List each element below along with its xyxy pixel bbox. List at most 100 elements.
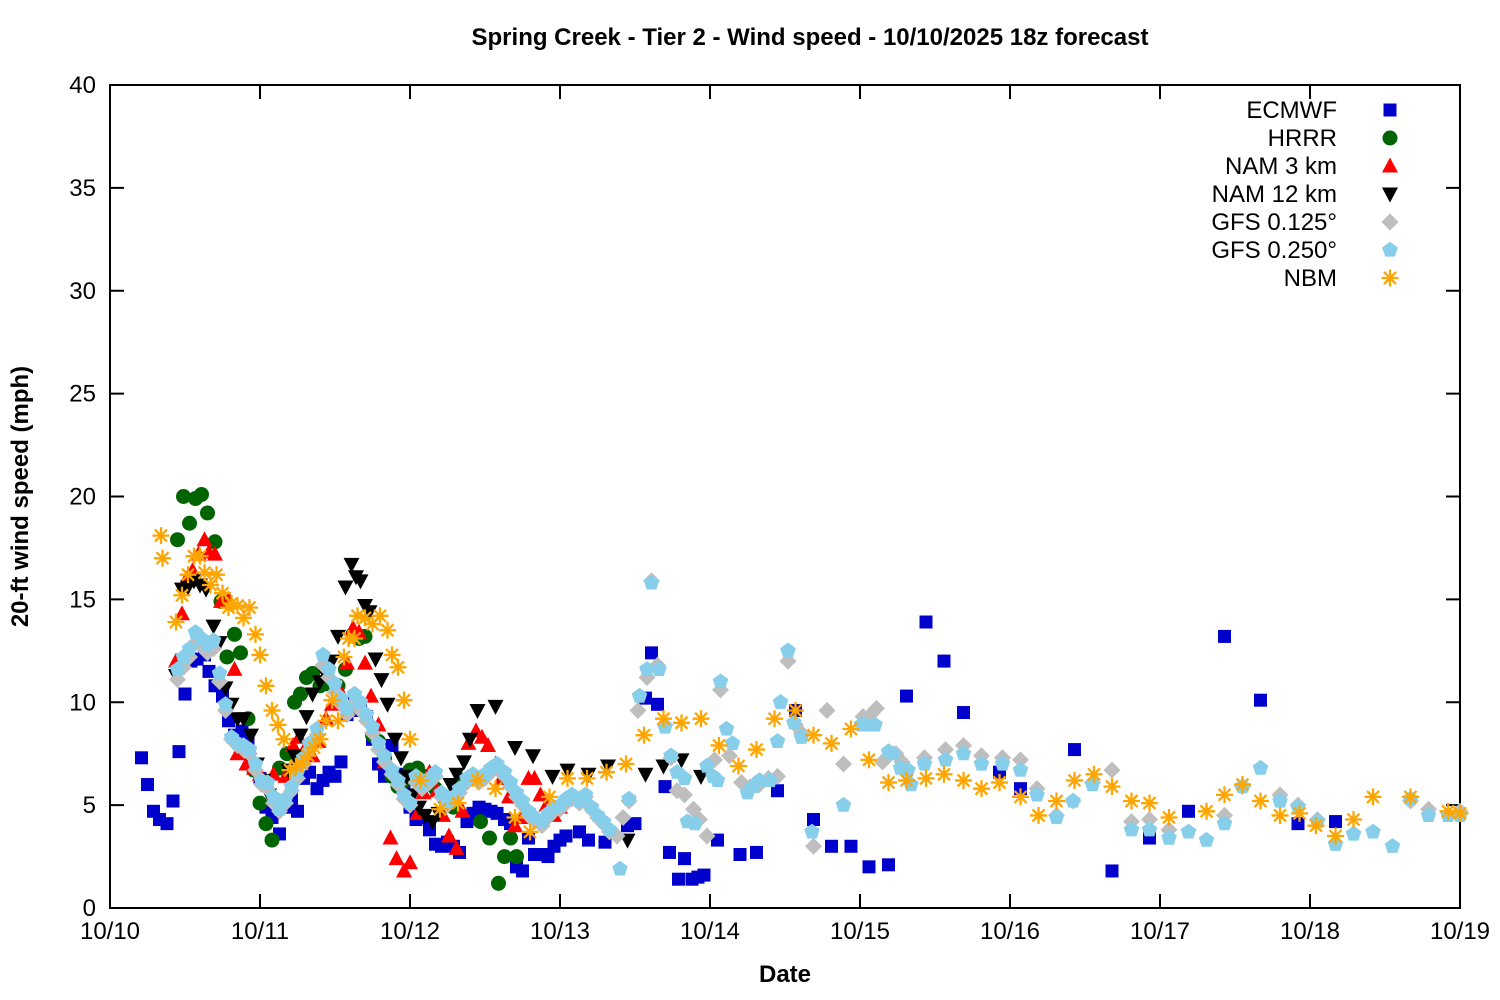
data-point <box>1307 817 1325 835</box>
data-point <box>880 773 897 791</box>
data-point <box>1182 804 1195 818</box>
data-point <box>217 696 234 711</box>
data-point <box>631 687 648 703</box>
data-point <box>456 755 472 771</box>
square-legend-icon <box>1383 103 1397 117</box>
asterisk-spoke <box>470 773 485 788</box>
data-point <box>916 755 933 771</box>
data-point <box>807 813 820 827</box>
data-point <box>769 733 786 748</box>
data-point <box>507 741 523 757</box>
data-point <box>173 586 191 604</box>
data-point <box>663 845 676 859</box>
asterisk-spoke <box>169 615 183 629</box>
data-point <box>937 741 954 759</box>
asterisk-spoke <box>749 742 764 757</box>
data-point <box>1068 743 1081 757</box>
data-point <box>1012 788 1029 806</box>
asterisk-spoke <box>337 650 351 664</box>
x-tick-label: 10/15 <box>830 918 890 945</box>
data-point <box>645 646 658 660</box>
asterisk-spoke <box>313 732 327 747</box>
data-point <box>937 751 954 767</box>
asterisk-spoke <box>397 693 411 708</box>
asterisk-spoke <box>674 716 689 730</box>
data-point <box>635 726 653 744</box>
asterisk-spoke <box>1142 796 1157 810</box>
data-point <box>233 645 248 661</box>
data-point <box>358 706 375 722</box>
data-point <box>772 694 789 709</box>
x-tick-label: 10/16 <box>980 918 1040 945</box>
asterisk-spoke <box>1253 794 1268 808</box>
data-point <box>718 720 735 736</box>
data-point <box>825 839 838 853</box>
data-point <box>844 839 858 853</box>
data-point <box>181 640 198 656</box>
data-point <box>973 755 990 771</box>
data-point <box>383 646 401 664</box>
pentagon-legend-icon <box>1382 241 1398 257</box>
data-point <box>697 868 711 882</box>
data-point <box>337 580 354 596</box>
data-point <box>673 714 690 732</box>
asterisk-spoke <box>242 600 257 615</box>
data-point <box>227 626 242 642</box>
data-point <box>241 741 258 757</box>
asterisk-spoke <box>209 567 224 582</box>
data-point <box>651 697 664 711</box>
data-point <box>219 649 235 665</box>
data-point <box>382 829 399 845</box>
data-point <box>417 808 433 824</box>
chart-title: Spring Creek - Tier 2 - Wind speed - 10/… <box>472 24 1149 51</box>
data-point <box>179 566 197 584</box>
data-point <box>1364 788 1382 806</box>
data-point <box>787 701 804 719</box>
data-point <box>330 629 346 645</box>
data-point <box>835 755 852 773</box>
asterisk-spoke <box>253 648 267 662</box>
data-point <box>263 701 281 719</box>
data-point <box>651 661 667 676</box>
data-point <box>482 830 497 846</box>
data-point <box>900 761 916 777</box>
data-point <box>600 759 616 775</box>
y-axis-label: 20-ft wind speed (mph) <box>7 366 34 627</box>
data-point <box>196 531 213 547</box>
asterisk-spoke <box>712 738 726 753</box>
data-point <box>617 755 635 773</box>
data-point <box>178 687 192 701</box>
data-point <box>733 848 747 862</box>
asterisk-spoke <box>295 757 309 771</box>
data-point <box>612 860 628 876</box>
legend-label-gfs-0-125-: GFS 0.125° <box>1211 209 1337 236</box>
data-point <box>898 771 915 789</box>
data-point <box>243 728 259 744</box>
data-point <box>202 664 216 678</box>
legend-label-nam-3-km: NAM 3 km <box>1225 153 1337 180</box>
data-point <box>277 790 294 806</box>
data-point <box>305 739 323 757</box>
asterisk-spoke <box>937 767 951 782</box>
data-point <box>658 780 672 794</box>
y-tick-label: 5 <box>83 792 96 819</box>
data-point <box>559 769 576 787</box>
data-point <box>205 632 222 648</box>
data-point <box>917 769 935 787</box>
data-point <box>748 741 765 759</box>
asterisk-spoke <box>385 648 399 662</box>
data-point <box>311 730 329 748</box>
data-point <box>252 795 268 811</box>
data-point <box>448 839 465 855</box>
data-point <box>805 726 822 744</box>
data-point <box>321 661 337 676</box>
asterisk-spoke <box>277 732 291 747</box>
data-point <box>343 557 360 573</box>
asterisk-spoke <box>230 598 245 613</box>
asterisk-spoke <box>1124 794 1139 808</box>
data-point <box>172 745 186 759</box>
asterisk-spoke <box>523 825 537 839</box>
asterisk-spoke <box>899 773 914 788</box>
data-point <box>818 701 836 719</box>
